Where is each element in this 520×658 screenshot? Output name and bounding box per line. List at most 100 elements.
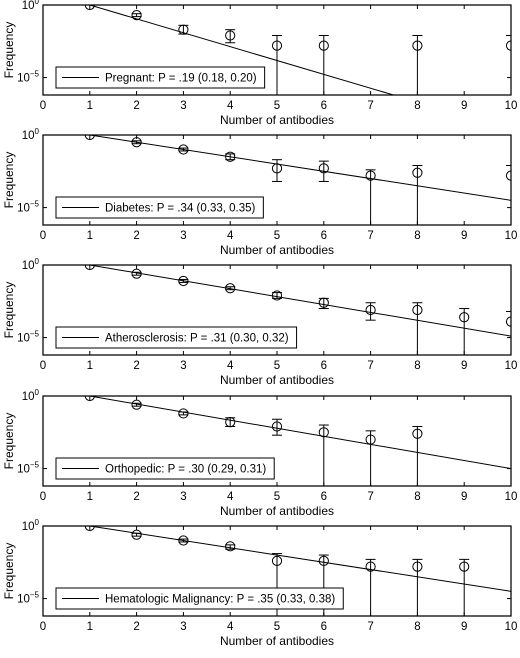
point-marker <box>459 561 470 572</box>
data-point <box>365 430 376 486</box>
x-tick-label: 3 <box>180 491 186 503</box>
x-tick-label: 3 <box>180 100 186 112</box>
x-tick-label: 6 <box>321 100 327 112</box>
y-axis-label: Frequency <box>2 152 16 209</box>
chart-panel: 0 1 2 3 4 5 6 7 8 9 10 100 10−5 Number of antibodies F… <box>2 388 517 518</box>
data-point <box>225 29 236 44</box>
x-tick-label: 9 <box>461 491 467 503</box>
point-marker <box>318 427 329 438</box>
x-tick-label: 3 <box>180 230 186 242</box>
legend: Orthopedic: P = .30 (0.29, 0.31) <box>55 457 275 480</box>
data-point <box>178 275 189 287</box>
data-point <box>131 137 142 148</box>
point-marker <box>412 561 423 572</box>
point-marker <box>505 316 511 327</box>
point-marker <box>131 10 142 21</box>
point-marker <box>131 137 142 148</box>
x-tick-label: 4 <box>227 621 234 633</box>
point-marker <box>271 421 283 432</box>
data-point <box>178 408 189 419</box>
x-tick-label: 1 <box>87 230 93 242</box>
x-tick-label: 6 <box>321 621 327 633</box>
x-tick-label: 0 <box>40 230 46 242</box>
y-tick-label: 10−5 <box>17 591 39 606</box>
point-marker <box>131 529 142 540</box>
data-point <box>271 159 283 182</box>
y-tick-label: 100 <box>22 257 40 272</box>
x-axis-label: Number of antibodies <box>220 113 334 127</box>
point-marker <box>131 399 142 410</box>
point-marker <box>84 135 95 141</box>
y-tick-label: 100 <box>22 518 40 533</box>
point-marker <box>271 163 283 174</box>
x-tick-label: 0 <box>40 100 46 112</box>
x-tick-label: 2 <box>133 230 139 242</box>
legend: Diabetes: P = .34 (0.33, 0.35) <box>55 196 264 219</box>
data-point <box>131 268 142 279</box>
data-point <box>178 24 189 35</box>
data-point <box>365 169 376 225</box>
point-marker <box>365 170 376 181</box>
x-tick-label: 7 <box>367 621 373 633</box>
x-tick-label: 4 <box>227 360 234 372</box>
point-marker <box>225 541 236 552</box>
point-marker <box>459 312 470 323</box>
x-tick-label: 7 <box>367 491 373 503</box>
x-tick-label: 4 <box>227 100 234 112</box>
point-marker <box>505 40 511 51</box>
data-point <box>318 424 329 486</box>
data-point <box>225 417 236 428</box>
data-point <box>84 396 95 402</box>
data-point <box>318 297 329 310</box>
x-tick-label: 7 <box>367 360 373 372</box>
data-point <box>412 558 423 616</box>
x-tick-label: 3 <box>180 621 186 633</box>
x-tick-label: 8 <box>414 230 420 242</box>
point-marker <box>225 151 236 162</box>
data-point <box>131 399 142 410</box>
x-tick-label: 2 <box>133 621 139 633</box>
y-tick-label: 10−5 <box>17 200 39 215</box>
x-tick-label: 6 <box>321 360 327 372</box>
point-marker <box>318 555 329 566</box>
y-tick-label: 100 <box>22 388 40 403</box>
data-point <box>84 526 95 532</box>
legend-label: Diabetes: P = .34 (0.33, 0.35) <box>105 203 256 215</box>
data-point <box>131 529 142 540</box>
point-marker <box>318 40 329 51</box>
legend-box <box>55 587 344 610</box>
point-marker <box>178 24 189 35</box>
data-point <box>412 425 423 486</box>
point-marker <box>365 304 376 316</box>
point-marker <box>131 268 142 279</box>
data-point <box>225 283 236 294</box>
x-tick-label: 8 <box>414 621 420 633</box>
x-tick-label: 2 <box>133 100 139 112</box>
point-marker <box>412 428 423 439</box>
x-tick-label: 0 <box>40 621 46 633</box>
x-tick-label: 6 <box>321 491 327 503</box>
data-point <box>505 164 511 225</box>
data-point <box>84 5 95 11</box>
chart-panel: 0 1 2 3 4 5 6 7 8 9 10 100 10−5 Number of antibodies F… <box>2 0 517 127</box>
x-tick-label: 9 <box>461 230 467 242</box>
point-marker <box>365 434 376 445</box>
point-marker <box>412 40 423 51</box>
x-tick-label: 10 <box>505 621 518 633</box>
point-marker <box>84 265 95 271</box>
legend-label: Pregnant: P = .19 (0.18, 0.20) <box>105 73 257 85</box>
x-tick-label: 8 <box>414 360 420 372</box>
x-tick-label: 6 <box>321 230 327 242</box>
data-point <box>459 308 470 355</box>
x-tick-label: 2 <box>133 360 139 372</box>
legend-box <box>55 457 275 480</box>
point-marker <box>271 40 283 51</box>
x-tick-label: 4 <box>227 230 234 242</box>
data-point <box>412 164 423 225</box>
point-marker <box>412 304 423 316</box>
x-tick-label: 1 <box>87 621 93 633</box>
y-axis-label: Frequency <box>2 22 16 79</box>
legend-box <box>55 196 264 219</box>
y-tick-label: 100 <box>22 127 40 142</box>
